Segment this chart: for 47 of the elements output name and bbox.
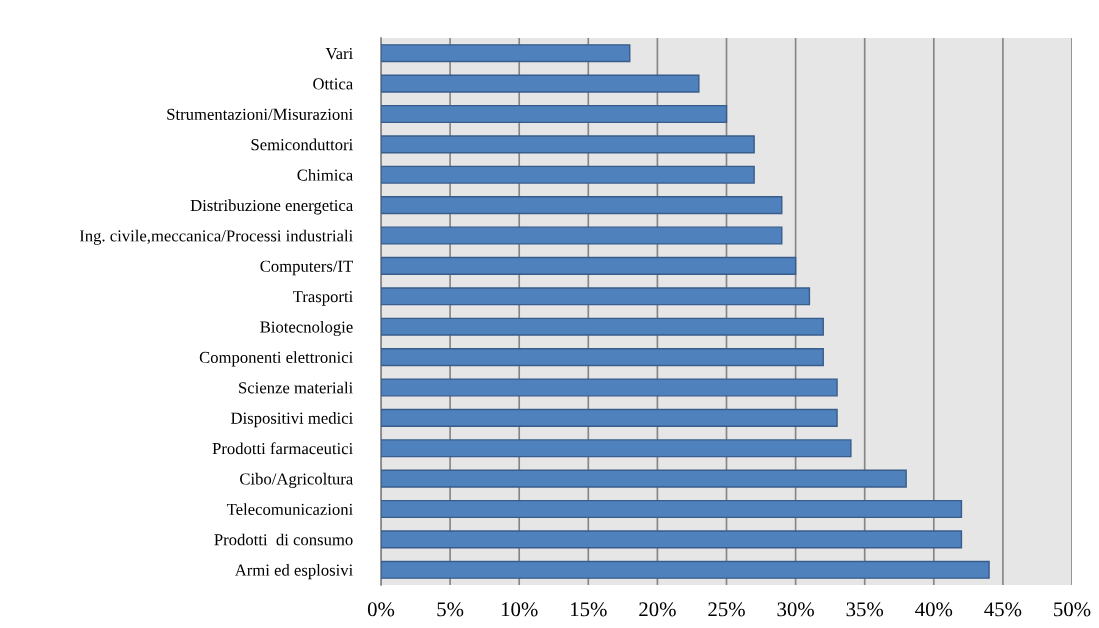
- y-tick-label: Biotecnologie: [260, 320, 353, 337]
- bar: [381, 104, 728, 124]
- bar: [381, 560, 990, 579]
- x-tick-label: 0%: [367, 602, 395, 617]
- x-tick-label: 15%: [571, 602, 607, 617]
- bar: [381, 165, 755, 184]
- bar: [381, 499, 963, 519]
- bar: [381, 408, 838, 427]
- y-tick-label: Scienze materiali: [239, 381, 353, 394]
- y-tick-label: Prodotti di consumo: [214, 533, 353, 546]
- x-tick-label: 25%: [708, 602, 745, 617]
- bar: [381, 530, 963, 549]
- x-tick-label: 30%: [777, 602, 814, 617]
- y-tick-label: Distribuzione energetica: [190, 199, 353, 215]
- y-tick-label: Trasporti: [293, 291, 353, 306]
- y-tick-label: Ottica: [313, 78, 353, 90]
- x-tick-label: 10%: [501, 602, 538, 617]
- x-tick-label: 20%: [639, 602, 676, 617]
- y-tick-label: Computers/IT: [260, 260, 353, 276]
- x-tick-label: 35%: [846, 602, 884, 617]
- y-tick-label: Chimica: [297, 168, 353, 181]
- x-tick-label: 5%: [437, 602, 464, 617]
- bar: [381, 378, 838, 397]
- y-tick-label: Cibo/Agricoltura: [240, 472, 353, 489]
- y-tick-label: Componenti elettronici: [199, 351, 353, 367]
- x-tick-label: 45%: [984, 602, 1022, 617]
- bar: [381, 135, 755, 154]
- bar: [381, 256, 797, 275]
- bar: [381, 226, 783, 245]
- bar: [381, 317, 824, 336]
- x-tick-label: 40%: [915, 602, 953, 617]
- bar: [381, 44, 631, 63]
- bar: [381, 439, 852, 458]
- y-tick-label: Armi ed esplosivi: [234, 564, 353, 580]
- bar: [381, 74, 700, 93]
- y-tick-label: Prodotti farmaceutici: [212, 442, 353, 455]
- y-tick-label: Semiconduttori: [251, 138, 353, 151]
- bar: [381, 196, 783, 215]
- y-tick-label: Strumentazioni/Misurazioni: [167, 108, 353, 120]
- y-tick-label: Dispositivi medici: [231, 412, 353, 428]
- x-tick-label: 50%: [1054, 602, 1091, 617]
- y-tick-label: Vari: [325, 47, 353, 60]
- y-tick-label: Telecomunicazioni: [226, 503, 353, 515]
- bar: [381, 469, 907, 488]
- bar: [381, 348, 824, 367]
- y-tick-label: Ing. civile,meccanica/Processi industriali: [79, 229, 353, 245]
- bar: [381, 287, 811, 306]
